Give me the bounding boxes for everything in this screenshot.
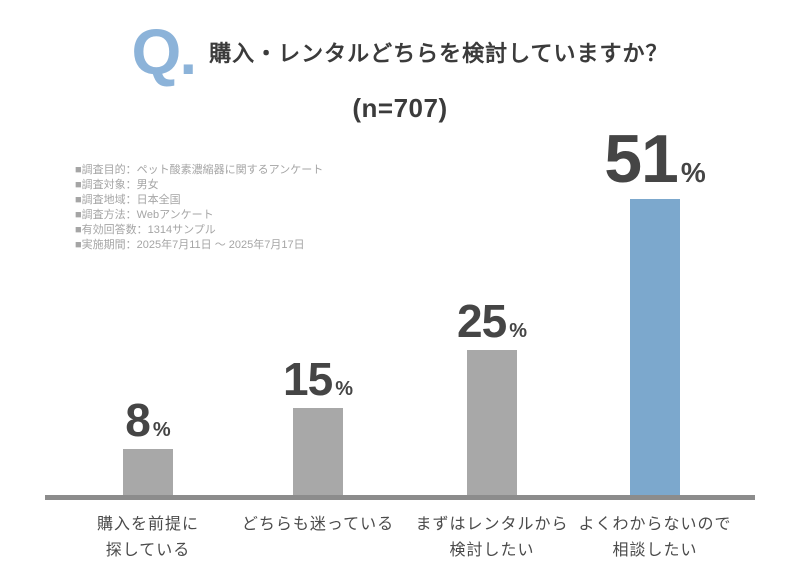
value-label: 15% [218,356,418,402]
category-label: 購入を前提に 探している [38,512,258,564]
category-label-line: 探している [105,542,191,559]
survey-info-block: ■調査目的：ペット酸素濃縮器に関するアンケート ■調査対象：男女 ■調査地域：日本全… [75,163,323,253]
survey-info-line: ■有効回答数：1314サンプル [75,224,216,236]
value-unit: % [680,157,706,188]
chart-header: Q. 購入・レンタルどちらを検討していますか？ (n=707) [0,16,800,124]
category-label-line: まずはレンタルから [415,516,569,533]
survey-info-line: ■調査方法：Webアンケート [75,209,214,221]
sample-size: (n=707) [352,92,448,123]
category-label-line: どちらも迷っている [241,516,395,533]
value-label: 51% [555,125,755,193]
x-axis-line [45,495,755,500]
survey-info-line: ■調査対象：男女 [75,179,159,191]
value-label: 8% [48,397,248,443]
bar [293,408,343,495]
value-unit: % [335,378,353,400]
survey-info-line: ■調査地域：日本全国 [75,194,181,206]
value-number: 25 [457,295,507,347]
question-row: Q. 購入・レンタルどちらを検討していますか？ [131,16,669,88]
survey-info-line: ■調査目的：ペット酸素濃縮器に関するアンケート [75,164,324,176]
category-label-line: 検討したい [449,542,535,559]
category-label: まずはレンタルから 検討したい [382,512,602,564]
survey-info-line: ■実施期間：2025年7月11日 ～ 2025年7月17日 [75,239,305,251]
category-label: どちらも迷っている [208,512,428,538]
category-label-line: 相談したい [612,542,698,559]
category-label-line: 購入を前提に [96,516,199,533]
value-unit: % [509,320,527,342]
bar-highlighted [630,199,680,495]
value-label: 25% [392,298,592,344]
value-unit: % [152,419,171,441]
value-number: 15 [283,353,333,405]
q-mark: Q. [131,16,198,88]
chart-title: 購入・レンタルどちらを検討していますか？ [209,41,669,67]
value-number: 8 [125,394,151,446]
bar [467,350,517,495]
bar [123,449,173,495]
category-label-line: よくわからないので [578,516,732,533]
value-number: 51 [604,121,679,197]
category-label: よくわからないので 相談したい [545,512,765,564]
